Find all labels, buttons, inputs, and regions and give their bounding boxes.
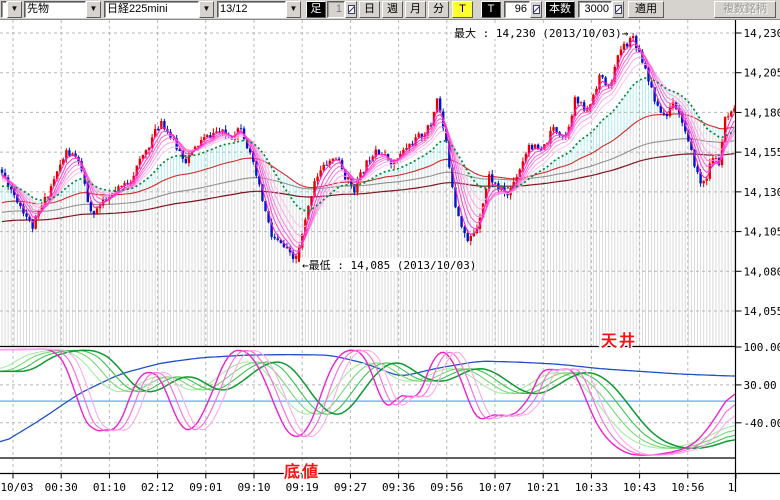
month-button[interactable]: 月 [405,1,426,18]
ribbon-ema-line [1,43,735,252]
market-type-combo[interactable]: 先物 ▼ [24,1,101,18]
bottom-signal-label: 底値 [284,462,320,481]
ashi-toggle-button[interactable]: 足 [306,1,326,18]
bar-count-spinner-button[interactable] [612,1,624,18]
oscillator-tick-label: -40.00 [744,417,780,430]
multi-symbol-button[interactable]: 複数銘柄 [714,1,776,18]
ribbon-ema-line [1,38,735,256]
green-ma-layer [1,77,735,212]
time-axis-labels: 10/03 00:30 01:10 02:12 09:01 09:10 09:19 09:27… [0,473,737,494]
oscillator-pink-line [0,348,736,456]
time-tick-label: 09:56 [430,481,463,494]
price-axis-labels: 14,230 14,205 14,180 14,155 14,130 14,105 14,0… [735,27,780,430]
price-tick-label: 14,230 [744,27,780,40]
mini-selector-value [1,1,7,18]
chevron-down-icon[interactable]: ▼ [7,1,22,18]
time-tick-label: 09:27 [334,481,367,494]
ashi-spinner-button[interactable] [345,1,357,18]
day-button[interactable]: 日 [359,1,380,18]
ceiling-signal-label: 天井 [601,331,637,350]
price-tick-label: 14,105 [744,226,780,239]
symbol-value: 日経225mini [104,1,199,18]
chevron-down-icon[interactable]: ▼ [199,1,214,18]
spinner-icon [615,5,622,14]
week-button[interactable]: 週 [382,1,403,18]
time-tick-label: 10:43 [623,481,656,494]
hatch-layer [1,78,735,347]
green-dotted-ma-line [1,77,735,212]
chevron-down-icon[interactable]: ▼ [286,1,301,18]
time-tick-label: 10:21 [527,481,560,494]
time-tick-label: 01:10 [93,481,126,494]
axes-layer [0,20,780,492]
price-tick-label: 14,080 [744,265,780,278]
price-tick-label: 14,205 [744,67,780,80]
spinner-icon [533,5,540,14]
tick-mode-button[interactable]: T [452,1,473,18]
bar-count-field[interactable]: 3000 [578,1,612,18]
price-tick-label: 14,130 [744,186,780,199]
oscillator-layer [0,348,736,456]
time-tick-label: 10/03 [0,481,33,494]
time-tick-label: 1 [728,481,735,494]
minute-button[interactable]: 分 [428,1,449,18]
chevron-down-icon[interactable]: ▼ [86,1,101,18]
price-tick-label: 14,155 [744,146,780,159]
tick-size-toggle-button[interactable]: T [481,1,501,18]
toolbar: ▼ 先物 ▼ 日経225mini ▼ 13/12 ▼ 足 1 日 週 月 分 T… [0,0,780,20]
oscillator-pink-line [0,348,736,456]
candles-layer [0,33,736,264]
oscillator-green-line [0,349,736,450]
oscillator-tick-label: 30.00 [744,379,777,392]
time-tick-label: 10:56 [671,481,704,494]
symbol-combo[interactable]: 日経225mini ▼ [104,1,214,18]
tick-size-spinner-button[interactable] [530,1,542,18]
grid-layer [0,20,736,474]
gray-ma-line [1,138,735,213]
time-tick-label: 09:36 [382,481,415,494]
spinner-icon [348,5,355,14]
time-tick-label: 10:33 [575,481,608,494]
contract-month-value: 13/12 [217,1,286,18]
time-tick-label: 02:12 [141,481,174,494]
oscillator-green-line [0,349,736,449]
session-low-annotation: ←最低 : 14,085 (2013/10/03) [302,259,476,272]
oscillator-blue-line [0,353,735,443]
tick-size-field[interactable]: 96 [504,1,530,18]
time-tick-label: 09:01 [189,481,222,494]
contract-month-combo[interactable]: 13/12 ▼ [217,1,301,18]
maroon-ma-line [1,153,735,223]
oscillator-pink-line [0,348,736,456]
price-tick-label: 14,180 [744,106,780,119]
ashi-value-field[interactable]: 1 [327,1,345,18]
time-tick-label: 00:30 [45,481,78,494]
market-type-value: 先物 [24,1,86,18]
annotations-layer: 最大 : 14,230 (2013/10/03)→ ←最低 : 14,085 (2… [283,26,637,483]
oscillator-tick-label: 100.00 [744,341,780,354]
time-tick-label: 09:10 [237,481,270,494]
apply-button[interactable]: 適用 [628,1,664,18]
time-tick-label: 09:19 [286,481,319,494]
bar-count-toggle-button[interactable]: 本数 [545,1,575,18]
session-high-annotation: 最大 : 14,230 (2013/10/03)→ [454,26,629,40]
time-tick-label: 10:07 [478,481,511,494]
price-tick-label: 14,055 [744,305,780,318]
mini-selector-combo[interactable]: ▼ [1,1,22,18]
